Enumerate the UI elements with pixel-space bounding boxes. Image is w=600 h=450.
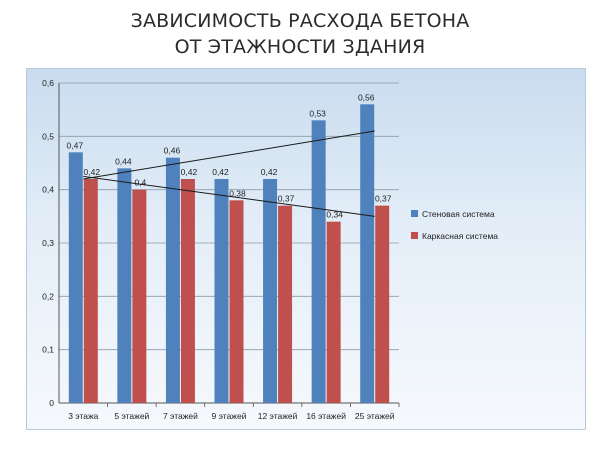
y-tick-label: 0,6 — [42, 78, 54, 88]
y-tick-label: 0,3 — [42, 238, 54, 248]
bar — [360, 104, 375, 404]
y-tick-label: 0 — [49, 398, 54, 408]
slide-title-line-1: ЗАВИСИМОСТЬ РАСХОДА БЕТОНА — [130, 10, 470, 32]
data-label: 0,37 — [375, 194, 392, 204]
bar — [180, 179, 195, 403]
bar — [311, 120, 326, 404]
data-label: 0,46 — [164, 146, 181, 156]
data-label: 0,4 — [134, 178, 146, 188]
slide-title: ЗАВИСИМОСТЬ РАСХОДА БЕТОНА ОТ ЭТАЖНОСТИ … — [0, 8, 600, 60]
x-tick-label: 25 этажей — [355, 411, 395, 421]
chart-panel: 0 0,1 0,2 0,3 0,4 0,5 0,6 0,47 0,44 0,46 0,42 0,42 0… — [26, 68, 586, 430]
y-tick-label: 0,1 — [42, 345, 54, 355]
bar — [263, 179, 278, 403]
bar — [278, 205, 293, 403]
bar — [117, 168, 132, 403]
bar — [326, 221, 341, 403]
y-tick-label: 0,5 — [42, 131, 54, 141]
y-tick-label: 0,2 — [42, 291, 54, 301]
legend-swatch — [411, 210, 418, 217]
bar — [165, 157, 180, 403]
legend-label: Каркасная система — [422, 231, 498, 241]
data-label: 0,47 — [67, 140, 84, 150]
data-label: 0,44 — [115, 156, 132, 166]
bar — [83, 179, 98, 403]
bar — [214, 179, 229, 403]
x-tick-label: 3 этажа — [68, 411, 98, 421]
x-tick-label: 5 этажей — [114, 411, 149, 421]
bar — [132, 189, 147, 403]
data-label: 0,53 — [309, 108, 326, 118]
bar — [375, 205, 390, 403]
legend-swatch — [411, 232, 418, 239]
trendline — [83, 175, 375, 217]
bar-chart: 0 0,1 0,2 0,3 0,4 0,5 0,6 0,47 0,44 0,46 0,42 0,42 0… — [42, 78, 498, 421]
x-tick-label: 9 этажей — [212, 411, 247, 421]
bar — [68, 152, 83, 403]
y-tick-label: 0,4 — [42, 185, 54, 195]
slide-title-line-2: ОТ ЭТАЖНОСТИ ЗДАНИЯ — [174, 36, 426, 58]
x-tick-label: 7 этажей — [163, 411, 198, 421]
data-label: 0,38 — [229, 188, 246, 198]
legend-label: Стеновая система — [422, 209, 495, 219]
data-label: 0,42 — [181, 167, 198, 177]
data-label: 0,42 — [84, 167, 101, 177]
data-label: 0,42 — [261, 167, 278, 177]
data-label: 0,42 — [212, 167, 229, 177]
data-label: 0,34 — [326, 210, 343, 220]
trendline — [83, 130, 375, 180]
x-tick-label: 16 этажей — [306, 411, 346, 421]
bar — [229, 200, 244, 403]
data-label: 0,56 — [358, 92, 375, 102]
x-tick-label: 12 этажей — [258, 411, 298, 421]
data-label: 0,37 — [278, 194, 295, 204]
